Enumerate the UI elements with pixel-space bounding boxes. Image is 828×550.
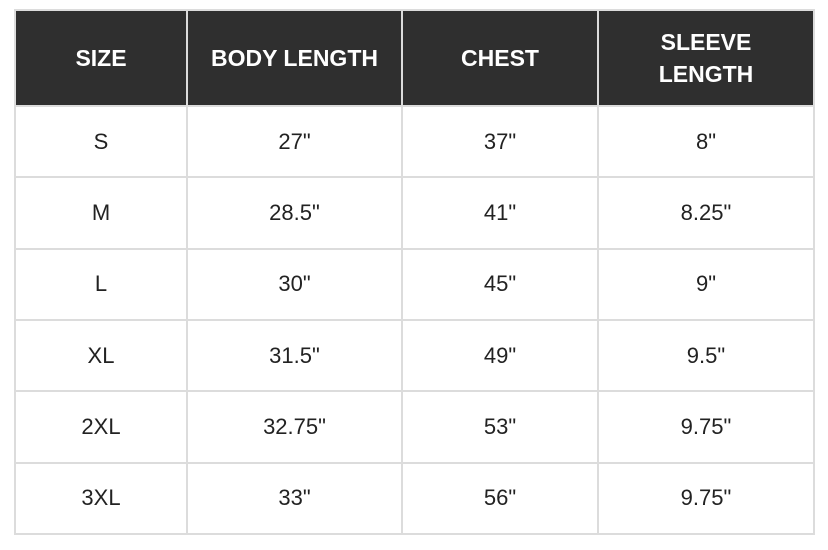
cell-body-length: 27" [186, 104, 403, 179]
column-header-size: SIZE [14, 9, 188, 107]
cell-size: 2XL [14, 390, 188, 464]
cell-size: 3XL [14, 461, 188, 536]
cell-sleeve-length: 9.5" [597, 318, 815, 393]
cell-body-length: 28.5" [186, 176, 403, 250]
cell-sleeve-length: 8" [597, 104, 815, 179]
column-header-body-length: BODY LENGTH [186, 9, 403, 107]
header-row: SIZE BODY LENGTH CHEST SLEEVE LENGTH [14, 9, 815, 107]
cell-body-length: 30" [186, 247, 403, 321]
cell-size: L [14, 247, 188, 321]
cell-sleeve-length: 8.25" [597, 176, 815, 250]
cell-sleeve-length: 9" [597, 247, 815, 321]
table-row: 3XL 33" 56" 9.75" [14, 461, 815, 536]
cell-chest: 37" [401, 104, 599, 179]
table-row: 2XL 32.75" 53" 9.75" [14, 390, 815, 464]
cell-sleeve-length: 9.75" [597, 390, 815, 464]
table-row: L 30" 45" 9" [14, 247, 815, 321]
cell-sleeve-length: 9.75" [597, 461, 815, 536]
cell-body-length: 31.5" [186, 318, 403, 393]
cell-chest: 53" [401, 390, 599, 464]
cell-size: XL [14, 318, 188, 393]
table-row: XL 31.5" 49" 9.5" [14, 318, 815, 393]
cell-size: S [14, 104, 188, 179]
cell-size: M [14, 176, 188, 250]
cell-chest: 41" [401, 176, 599, 250]
cell-chest: 49" [401, 318, 599, 393]
cell-body-length: 33" [186, 461, 403, 536]
column-header-sleeve-length: SLEEVE LENGTH [597, 9, 815, 107]
column-header-chest: CHEST [401, 9, 599, 107]
table-row: S 27" 37" 8" [14, 104, 815, 179]
cell-body-length: 32.75" [186, 390, 403, 464]
table-row: M 28.5" 41" 8.25" [14, 176, 815, 250]
cell-chest: 45" [401, 247, 599, 321]
cell-chest: 56" [401, 461, 599, 536]
size-chart-table: SIZE BODY LENGTH CHEST SLEEVE LENGTH S 27" 37… [14, 9, 815, 536]
